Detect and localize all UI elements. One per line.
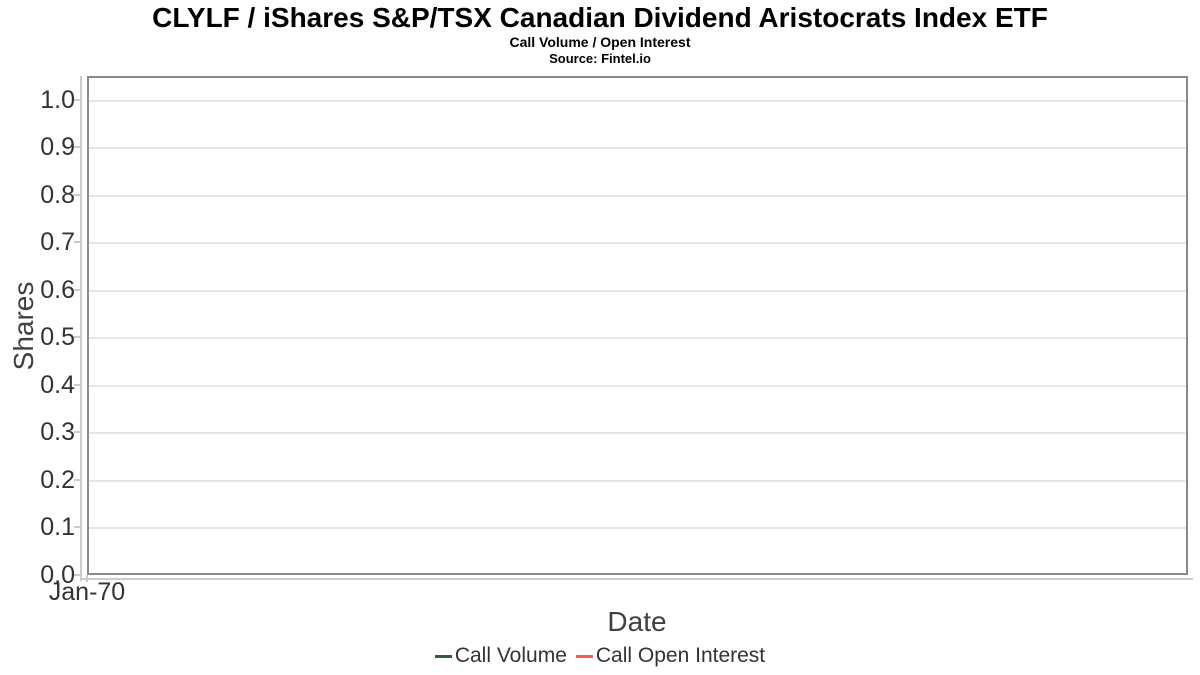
- y-tick-label: 0.1: [40, 513, 75, 542]
- gridline: [89, 527, 1186, 530]
- y-tick-label: 0.6: [40, 275, 75, 304]
- y-tick-label: 0.7: [40, 228, 75, 257]
- chart-subtitle: Call Volume / Open Interest: [509, 34, 691, 50]
- legend-item-call-volume[interactable]: Call Volume: [434, 644, 567, 668]
- y-tick-mark: [74, 193, 81, 196]
- y-tick-mark: [74, 431, 81, 434]
- x-axis-line: [80, 578, 1193, 580]
- gridline: [89, 337, 1186, 340]
- y-axis-line: [80, 76, 82, 581]
- legend-item-label: Call Volume: [454, 644, 567, 667]
- y-tick-mark: [74, 383, 81, 386]
- y-tick-mark: [74, 241, 81, 244]
- gridline: [89, 289, 1186, 292]
- chart-title: CLYLF / iShares S&P/TSX Canadian Dividen…: [152, 2, 1048, 33]
- gridline: [89, 432, 1186, 435]
- legend-line-marker-icon: [434, 654, 452, 658]
- y-tick-mark: [74, 146, 81, 149]
- y-tick-label: 0.5: [40, 323, 75, 352]
- gridline: [89, 99, 1186, 102]
- plot-area: [87, 76, 1188, 575]
- y-tick-label: 0.2: [40, 465, 75, 494]
- x-axis-title: Date: [607, 606, 667, 637]
- legend-item-label: Call Open Interest: [595, 644, 766, 667]
- y-tick-mark: [74, 98, 81, 101]
- y-tick-label: 1.0: [40, 85, 75, 114]
- gridline: [89, 147, 1186, 150]
- y-tick-label: 0.3: [40, 418, 75, 447]
- y-tick-label: 0.8: [40, 180, 75, 209]
- y-tick-label: 0.4: [40, 370, 75, 399]
- legend: Call Volume Call Open Interest: [0, 644, 1200, 668]
- legend-item-call-open-interest[interactable]: Call Open Interest: [575, 644, 766, 668]
- y-tick-label: 0.9: [40, 133, 75, 162]
- y-tick-mark: [74, 478, 81, 481]
- gridline: [89, 194, 1186, 197]
- y-tick-mark: [74, 574, 81, 576]
- chart-source-credit: Source: Fintel.io: [549, 51, 651, 66]
- legend-line-marker-icon: [575, 654, 593, 658]
- y-tick-label: 0.0: [40, 561, 75, 589]
- x-tick-mark: [86, 575, 88, 582]
- gridline: [89, 384, 1186, 387]
- gridline: [89, 479, 1186, 482]
- y-tick-mark: [74, 336, 81, 339]
- y-tick-mark: [74, 526, 81, 529]
- x-tick-label: Jan-70: [48, 578, 126, 606]
- y-axis-title: Shares: [8, 281, 39, 371]
- y-tick-mark: [74, 288, 81, 291]
- gridline: [89, 242, 1186, 245]
